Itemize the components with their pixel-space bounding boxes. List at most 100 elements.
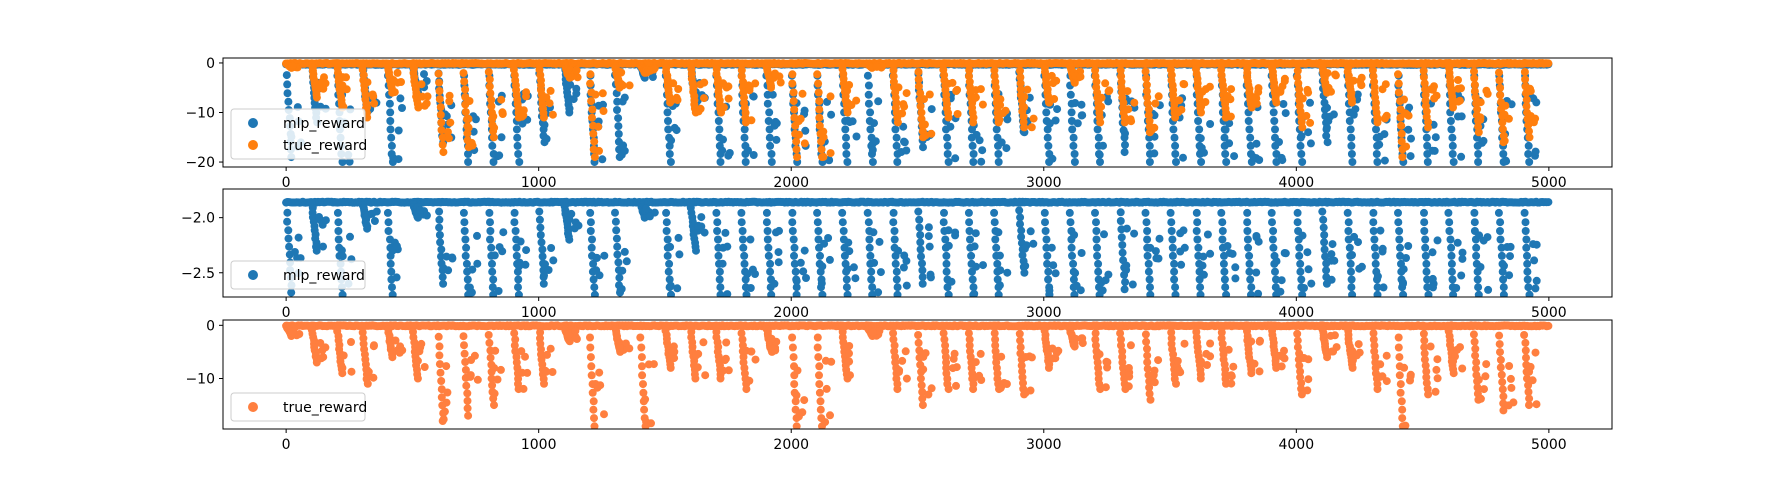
data-point (1369, 198, 1377, 207)
data-point (1227, 85, 1236, 94)
data-point (463, 275, 472, 284)
data-point (1346, 259, 1355, 268)
data-point (1142, 74, 1151, 83)
data-point (1297, 275, 1306, 284)
data-point (590, 283, 599, 292)
data-point (464, 114, 473, 123)
data-point (1143, 251, 1152, 260)
data-point (664, 117, 672, 125)
data-point (902, 281, 911, 290)
data-point (1218, 218, 1227, 227)
data-point (838, 208, 847, 217)
data-point (1206, 249, 1215, 258)
data-point (802, 274, 810, 282)
data-point (845, 118, 854, 127)
data-point (1193, 235, 1202, 244)
data-point (1279, 100, 1288, 108)
data-point (1016, 85, 1025, 94)
data-point (590, 137, 599, 146)
data-point (1069, 275, 1078, 284)
data-point (863, 198, 872, 207)
data-point (876, 268, 885, 277)
data-point (749, 151, 758, 159)
data-point (1272, 98, 1281, 107)
data-point (1166, 198, 1175, 207)
data-point (1426, 85, 1435, 94)
data-point (666, 281, 675, 290)
data-point (589, 129, 598, 138)
data-point (1322, 131, 1331, 140)
data-point (817, 279, 826, 288)
data-point (1145, 141, 1154, 150)
data-point (389, 76, 398, 84)
data-point (569, 95, 578, 104)
data-point (1141, 208, 1150, 217)
data-point (1043, 259, 1052, 268)
data-point (1168, 251, 1177, 260)
data-point (666, 158, 675, 166)
data-point (1521, 75, 1530, 84)
data-point (620, 247, 629, 256)
data-point (1171, 283, 1180, 292)
data-point (1168, 235, 1177, 244)
data-point (514, 290, 523, 297)
data-point (820, 239, 829, 248)
data-point (842, 150, 851, 158)
data-point (978, 100, 987, 109)
data-point (338, 158, 347, 166)
data-point (1306, 139, 1315, 148)
data-point (917, 252, 925, 261)
data-point (460, 77, 469, 86)
data-point (1419, 59, 1428, 68)
data-point (1295, 243, 1304, 252)
data-point (792, 137, 801, 146)
data-point (1194, 117, 1203, 125)
x-tick-label: 5000 (1531, 175, 1567, 191)
data-point (789, 235, 798, 244)
data-point (1327, 275, 1336, 284)
data-point (865, 235, 874, 244)
data-point (1116, 217, 1125, 225)
data-point (1407, 134, 1415, 143)
data-point (927, 105, 936, 114)
data-point (694, 221, 703, 230)
data-point (536, 231, 545, 239)
data-point (1072, 281, 1081, 290)
data-point (541, 260, 549, 269)
data-point (1394, 88, 1403, 97)
data-point (1271, 267, 1279, 276)
data-point (947, 277, 956, 286)
data-point (970, 242, 979, 251)
data-point (443, 128, 452, 136)
data-point (1368, 59, 1377, 68)
data-point (1294, 79, 1303, 88)
data-point (766, 267, 775, 276)
data-point (979, 261, 987, 270)
data-point (1015, 59, 1024, 68)
data-point (1470, 67, 1478, 76)
data-point (535, 215, 544, 224)
data-point (1420, 79, 1429, 88)
data-point (1520, 68, 1529, 76)
data-point (1306, 118, 1315, 127)
data-point (516, 237, 525, 246)
data-point (1375, 132, 1384, 141)
data-point (1293, 208, 1302, 217)
data-point (473, 259, 482, 268)
data-point (1146, 290, 1155, 297)
data-point (1174, 108, 1183, 117)
data-point (1142, 218, 1151, 227)
data-point (814, 235, 823, 244)
data-point (540, 271, 548, 280)
data-point (459, 208, 468, 217)
data-point (1430, 94, 1439, 103)
data-point (1222, 290, 1231, 297)
data-point (473, 231, 481, 240)
data-point (423, 92, 432, 101)
data-point (740, 133, 749, 142)
data-point (1371, 251, 1380, 260)
data-point (868, 146, 877, 154)
data-point (1330, 256, 1339, 265)
data-point (1231, 274, 1240, 283)
